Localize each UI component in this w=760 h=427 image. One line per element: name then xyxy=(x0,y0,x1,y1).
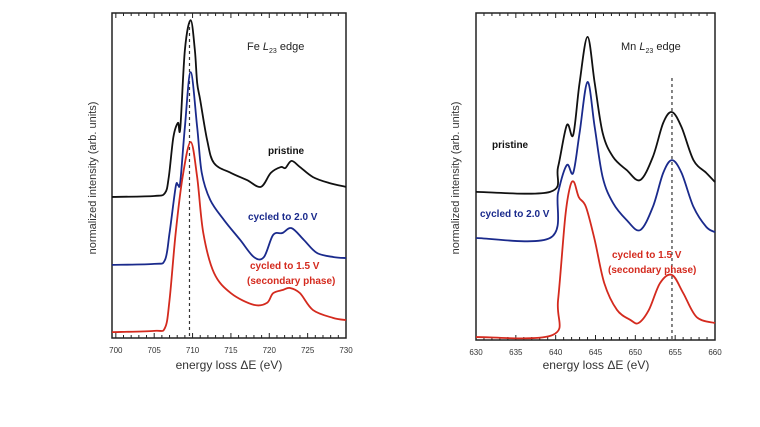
title-element: Fe xyxy=(247,41,260,53)
fe-panel-title: Fe L23 edge xyxy=(247,41,304,55)
x-tick-label: 725 xyxy=(300,346,315,355)
plot-frame xyxy=(475,12,716,341)
x-axis-label: energy loss ΔE (eV) xyxy=(175,358,283,372)
title-element: Mn xyxy=(621,41,637,53)
x-tick-label: 715 xyxy=(224,346,238,355)
x-tick-label: 700 xyxy=(109,346,123,355)
series-line-cycled-to-15-v xyxy=(475,180,716,340)
x-tick-label: 710 xyxy=(185,346,200,355)
title-edge-sub: 23 xyxy=(645,48,654,56)
x-tick-label: 730 xyxy=(339,346,353,355)
y-axis-label: normalized intensity (arb. units) xyxy=(87,101,99,255)
series-line-pristine xyxy=(475,35,716,195)
plot-frame xyxy=(111,12,347,339)
x-tick-label: 660 xyxy=(708,348,722,357)
label-cycled-2v: cycled to 2.0 V xyxy=(248,212,318,223)
title-edge-letter: L xyxy=(262,41,270,53)
series-line-cycled-to-20-v xyxy=(475,81,716,243)
x-axis-label: energy loss ΔE (eV) xyxy=(542,358,650,372)
title-edge-word: edge xyxy=(279,41,305,53)
x-tick-label: 720 xyxy=(262,346,276,355)
title-edge-word: edge xyxy=(656,41,681,53)
label-secondary-phase: (secondary phase) xyxy=(608,265,697,276)
x-tick-label: 645 xyxy=(588,348,603,357)
mn-panel-title: Mn L23 edge xyxy=(621,41,681,55)
x-tick-label: 655 xyxy=(668,348,682,357)
label-cycled-1-5v: cycled to 1.5 V xyxy=(612,250,682,261)
label-cycled-1-5v: cycled to 1.5 V xyxy=(250,261,320,272)
x-tick-label: 705 xyxy=(147,346,161,355)
x-tick-label: 650 xyxy=(628,348,643,357)
y-axis-label: normalized intensity (arb. units) xyxy=(450,101,462,255)
series-line-pristine xyxy=(111,19,347,198)
series-line-cycled-to-20-v xyxy=(111,71,347,266)
x-tick-label: 630 xyxy=(469,348,483,357)
label-secondary-phase: (secondary phase) xyxy=(247,276,336,287)
x-tick-label: 635 xyxy=(509,348,523,357)
label-pristine: pristine xyxy=(492,140,529,151)
label-pristine: pristine xyxy=(268,146,305,157)
title-edge-letter: L xyxy=(639,41,646,53)
series-line-cycled-to-15-v xyxy=(111,141,347,334)
title-edge-sub: 23 xyxy=(269,48,277,56)
label-cycled-2v: cycled to 2.0 V xyxy=(480,209,550,220)
x-tick-label: 640 xyxy=(548,348,563,357)
